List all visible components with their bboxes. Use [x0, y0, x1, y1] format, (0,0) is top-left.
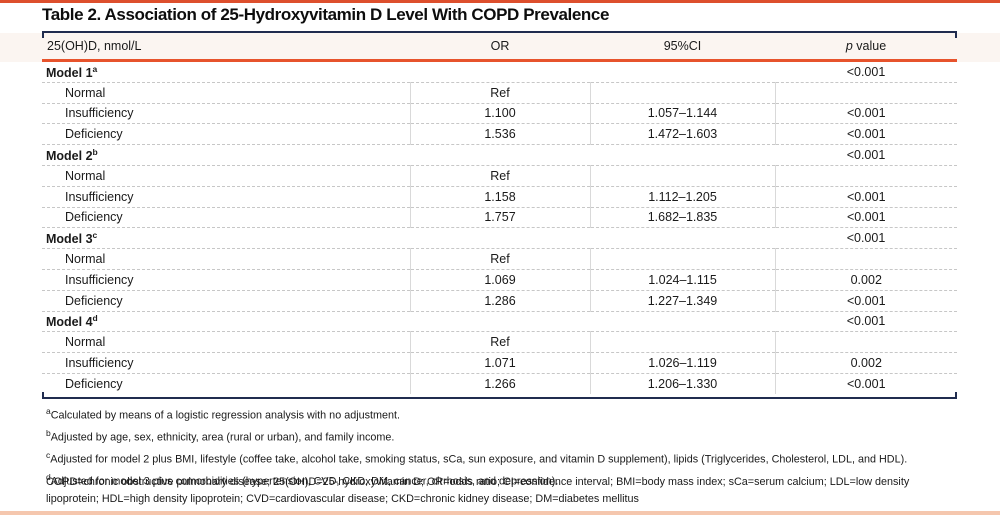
row-label: Insufficiency [42, 186, 410, 208]
footnotes: aCalculated by means of a logistic regre… [46, 403, 907, 491]
p-value: <0.001 [774, 103, 957, 125]
row-label: Normal [42, 248, 410, 270]
ci-value: 1.057–1.144 [589, 103, 775, 125]
p-value [774, 82, 957, 104]
model-row: Model 3c <0.001 [42, 227, 957, 250]
p-value: <0.001 [774, 290, 957, 312]
data-row: Deficiency 1.286 1.227–1.349 <0.001 [42, 290, 957, 312]
footnote: aCalculated by means of a logistic regre… [46, 406, 401, 422]
data-row: Deficiency 1.266 1.206–1.330 <0.001 [42, 373, 957, 394]
row-label: Deficiency [42, 123, 410, 146]
model-label: Model 2b [42, 144, 775, 166]
model-row: Model 4d <0.001 [42, 311, 957, 333]
or-value: 1.071 [409, 352, 590, 374]
or-value: Ref [409, 331, 590, 354]
rule-end-tick [955, 392, 957, 399]
ci-value: 1.024–1.115 [589, 269, 775, 291]
model-row: Model 2b <0.001 [42, 144, 957, 166]
row-label: Normal [42, 331, 410, 354]
ci-value [589, 165, 775, 187]
data-row: Insufficiency 1.158 1.112–1.205 <0.001 [42, 186, 957, 208]
data-row: Deficiency 1.536 1.472–1.603 <0.001 [42, 123, 957, 146]
row-label: Deficiency [42, 290, 410, 312]
ci-value [589, 248, 775, 270]
row-label: Insufficiency [42, 103, 410, 125]
p-value: <0.001 [774, 123, 957, 146]
row-label: Normal [42, 82, 410, 104]
data-row: Normal Ref [42, 165, 957, 187]
ci-value [589, 331, 775, 354]
footnote: cAdjusted for model 2 plus BMI, lifestyl… [46, 450, 908, 466]
p-value [774, 331, 957, 354]
or-value: 1.100 [409, 103, 590, 125]
table-header-row: 25(OH)D, nmol/L OR 95%CI p value [42, 33, 957, 62]
or-value: Ref [409, 248, 590, 270]
table-title: Table 2. Association of 25-Hydroxyvitami… [42, 5, 610, 24]
model-row: Model 1a <0.001 [42, 60, 957, 83]
ci-value: 1.026–1.119 [589, 352, 775, 374]
ci-value: 1.112–1.205 [589, 186, 775, 208]
row-label: Normal [42, 165, 410, 187]
or-value: Ref [409, 165, 590, 187]
ci-value: 1.682–1.835 [589, 207, 775, 229]
p-value: <0.001 [774, 186, 957, 208]
data-row: Normal Ref [42, 82, 957, 104]
ci-value [589, 82, 775, 104]
p-value: <0.001 [775, 60, 957, 83]
data-row: Normal Ref [42, 331, 957, 354]
footnote: bAdjusted by age, sex, ethnicity, area (… [46, 428, 395, 444]
or-value: 1.757 [409, 207, 590, 229]
p-value: 0.002 [774, 352, 957, 374]
abbreviations: COPD=chronic obstructive pulmonary disea… [46, 476, 910, 505]
ci-value: 1.206–1.330 [589, 373, 775, 394]
p-value: <0.001 [774, 373, 957, 394]
row-label: Insufficiency [42, 269, 410, 291]
column-header: p value [775, 33, 957, 62]
data-row: Insufficiency 1.071 1.026–1.119 0.002 [42, 352, 957, 374]
data-row: Insufficiency 1.069 1.024–1.115 0.002 [42, 269, 957, 291]
column-header: 25(OH)D, nmol/L [42, 33, 410, 62]
or-value: 1.069 [409, 269, 590, 291]
p-value: <0.001 [775, 311, 957, 333]
or-value: Ref [409, 82, 590, 104]
or-value: 1.266 [409, 373, 590, 394]
or-value: 1.286 [409, 290, 590, 312]
rule-end-tick [42, 392, 44, 399]
p-value [774, 248, 957, 270]
p-value: 0.002 [774, 269, 957, 291]
column-header: 95%CI [590, 33, 775, 62]
or-value: 1.536 [409, 123, 590, 146]
data-table: 25(OH)D, nmol/L OR 95%CI p value Model 1a <0… [42, 33, 957, 394]
row-label: Deficiency [65, 376, 123, 391]
row-label: Deficiency [42, 207, 410, 229]
ci-value: 1.227–1.349 [589, 290, 775, 312]
footnote: dAdjusted for model 3 plus comorbidities… [46, 472, 559, 488]
p-value: <0.001 [775, 144, 957, 166]
p-value [774, 165, 957, 187]
bottom-accent-bar [0, 511, 1000, 515]
top-accent-bar [0, 0, 1000, 3]
or-value: 1.158 [409, 186, 590, 208]
column-header: OR [410, 33, 590, 62]
model-label: Model 1a [42, 60, 775, 83]
ci-value: 1.472–1.603 [589, 123, 775, 146]
data-row: Normal Ref [42, 248, 957, 270]
model-label: Model 3c [42, 227, 775, 250]
p-value: <0.001 [775, 227, 957, 250]
data-row: Deficiency 1.757 1.682–1.835 <0.001 [42, 207, 957, 229]
p-value: <0.001 [774, 207, 957, 229]
data-row: Insufficiency 1.100 1.057–1.144 <0.001 [42, 103, 957, 125]
row-label: Insufficiency [42, 352, 410, 374]
bottom-rule [42, 392, 957, 399]
model-label: Model 4d [42, 311, 775, 333]
